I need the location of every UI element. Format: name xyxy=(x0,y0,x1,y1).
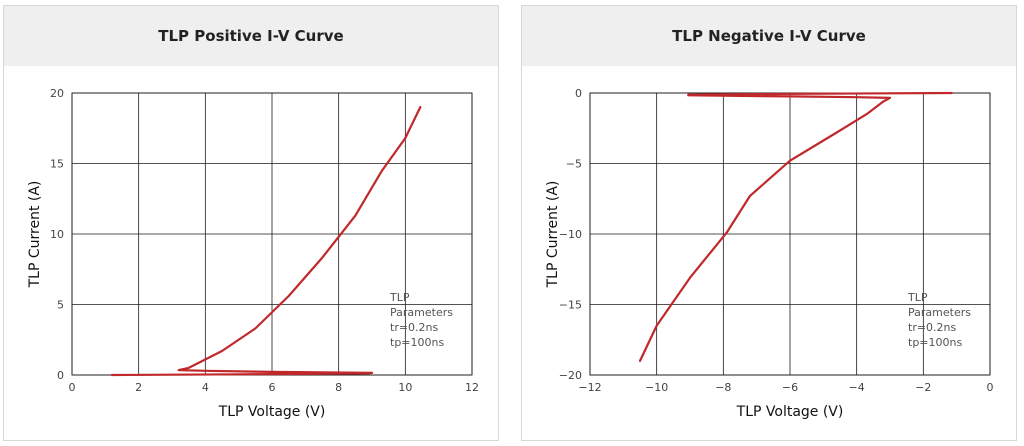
iv-data-point xyxy=(755,93,758,95)
iv-data-point xyxy=(835,131,838,134)
y-tick-label: −15 xyxy=(559,299,582,312)
iv-data-point xyxy=(171,373,173,376)
iv-curve-line xyxy=(110,106,422,377)
iv-data-point xyxy=(950,92,953,94)
tlp-parameters-note: Parameters xyxy=(908,306,971,319)
iv-data-point xyxy=(254,327,257,330)
iv-data-point xyxy=(889,97,891,99)
x-tick-label: 10 xyxy=(398,381,412,394)
iv-data-point xyxy=(889,92,891,95)
iv-data-point xyxy=(865,113,868,115)
tlp-parameters-note: tr=0.2ns xyxy=(908,321,957,334)
y-tick-label: −10 xyxy=(559,228,582,241)
x-tick-label: −6 xyxy=(782,381,798,394)
x-tick-label: 8 xyxy=(335,381,342,394)
panel-header: TLP Negative I-V Curve xyxy=(522,6,1016,66)
iv-data-point xyxy=(882,100,885,103)
tlp-parameters-note: tp=100ns xyxy=(908,336,962,349)
iv-data-point xyxy=(655,324,658,327)
tlp-parameters-note: TLP xyxy=(907,291,928,304)
iv-data-point xyxy=(287,295,290,297)
x-axis-title: TLP Voltage (V) xyxy=(218,404,326,420)
x-tick-label: 2 xyxy=(135,381,142,394)
x-tick-label: −4 xyxy=(849,381,865,394)
iv-data-point xyxy=(855,96,858,99)
tlp-parameters-note: tp=100ns xyxy=(390,336,444,349)
chart-title: TLP Positive I-V Curve xyxy=(158,27,344,45)
iv-data-point xyxy=(354,214,357,217)
y-axis-title: TLP Current (A) xyxy=(545,181,561,289)
iv-data-point xyxy=(221,350,223,352)
iv-data-point xyxy=(789,95,791,98)
y-tick-label: 15 xyxy=(50,158,64,171)
panel-header: TLP Positive I-V Curve xyxy=(4,6,498,66)
iv-data-point xyxy=(789,159,791,162)
y-tick-label: 0 xyxy=(575,87,582,100)
iv-data-point xyxy=(304,373,307,375)
y-tick-label: −5 xyxy=(566,158,582,171)
x-tick-label: −8 xyxy=(715,381,731,394)
iv-data-point xyxy=(237,373,240,376)
x-tick-label: −12 xyxy=(578,381,601,394)
x-tick-label: 4 xyxy=(202,381,209,394)
iv-data-point xyxy=(321,257,323,259)
iv-curve-line xyxy=(638,91,953,362)
positive-iv-chart: 0 2 4 6 8 10 12 0 5 10 15 20 TLP Voltage (V) TLP Curr… xyxy=(27,87,479,420)
y-tick-label: −20 xyxy=(559,369,582,382)
iv-data-point xyxy=(381,169,383,172)
iv-data-point xyxy=(177,369,180,371)
x-tick-label: −10 xyxy=(645,381,668,394)
tlp-parameters-note: TLP xyxy=(389,291,410,304)
x-tick-label: 0 xyxy=(987,381,994,394)
iv-data-point xyxy=(687,94,690,97)
y-axis-title: TLP Current (A) xyxy=(27,181,43,289)
iv-data-point xyxy=(725,231,728,234)
x-tick-label: −2 xyxy=(915,381,931,394)
chart-title: TLP Negative I-V Curve xyxy=(672,27,866,45)
iv-data-point xyxy=(639,360,641,362)
y-tick-label: 5 xyxy=(57,299,64,312)
y-tick-label: 10 xyxy=(50,228,64,241)
iv-data-point xyxy=(822,92,825,95)
iv-data-point xyxy=(187,367,190,369)
positive-iv-panel: TLP Positive I-V Curve 0 2 4 6 8 10 12 0 5 10 15 20… xyxy=(3,5,499,441)
x-tick-label: 0 xyxy=(69,381,76,394)
x-axis-title: TLP Voltage (V) xyxy=(736,404,844,420)
negative-iv-panel: TLP Negative I-V Curve −12 −10 −8 −6 −4 −2 0 0−… xyxy=(521,5,1017,441)
x-tick-label: 6 xyxy=(269,381,276,394)
iv-data-point xyxy=(749,195,751,197)
iv-data-point xyxy=(404,137,407,139)
iv-data-point xyxy=(419,106,422,108)
y-tick-label: 0 xyxy=(57,369,64,382)
iv-data-point xyxy=(371,372,373,374)
y-tick-label: 20 xyxy=(50,87,64,100)
x-tick-label: 12 xyxy=(465,381,479,394)
iv-data-point xyxy=(271,371,273,373)
iv-data-point xyxy=(367,372,370,375)
tlp-parameters-note: tr=0.2ns xyxy=(390,321,439,334)
iv-data-point xyxy=(689,276,691,279)
tlp-parameters-note: Parameters xyxy=(390,306,453,319)
iv-data-point xyxy=(111,374,113,376)
iv-data-point xyxy=(204,369,207,372)
